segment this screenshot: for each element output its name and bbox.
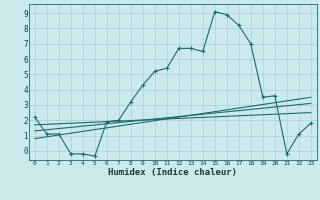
X-axis label: Humidex (Indice chaleur): Humidex (Indice chaleur) xyxy=(108,168,237,177)
